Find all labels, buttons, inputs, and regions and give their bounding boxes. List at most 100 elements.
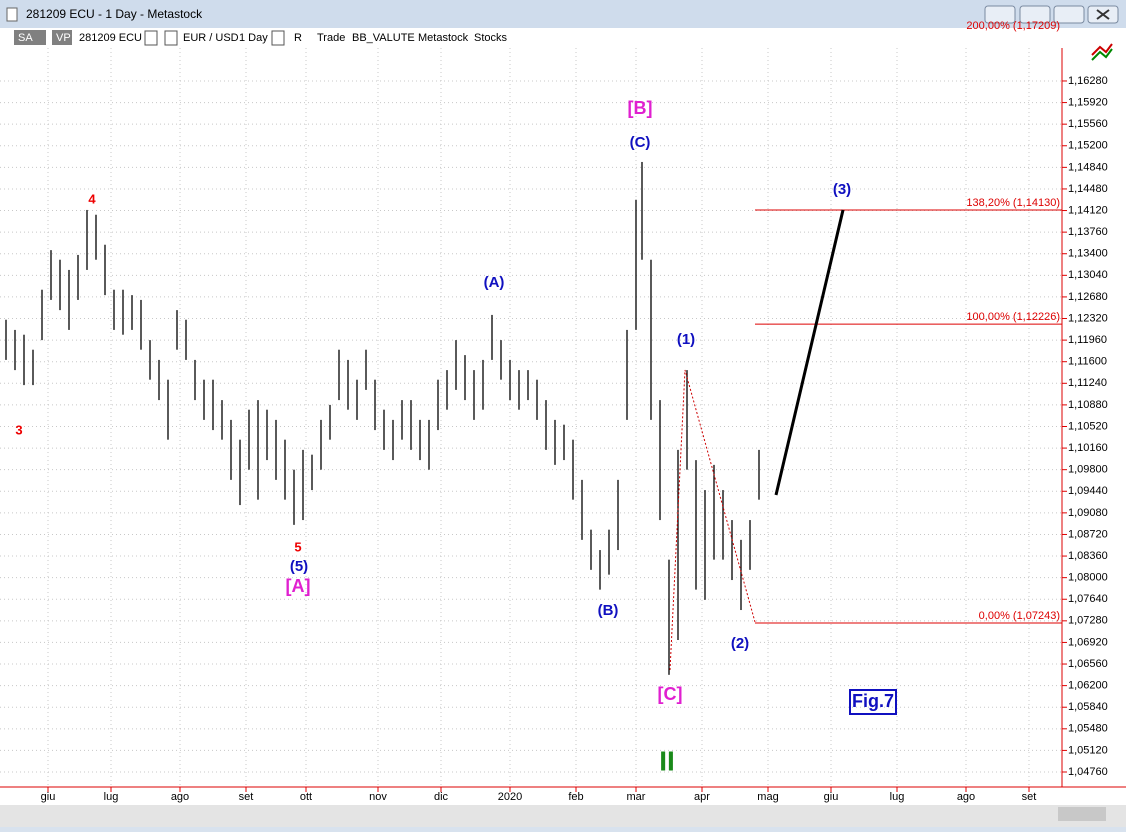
fib-label: 100,00% (1,12226): [966, 311, 1060, 323]
y-tick-label: 1,16280: [1068, 75, 1108, 87]
x-tick-label: ago: [957, 791, 975, 803]
window-title: 281209 ECU - 1 Day - Metastock: [26, 7, 203, 21]
x-tick-label: ago: [171, 791, 189, 803]
wave-label: (3): [833, 181, 851, 198]
toolbar-item: SA: [18, 32, 33, 44]
y-tick-label: 1,09800: [1068, 464, 1108, 476]
y-tick-label: 1,15920: [1068, 96, 1108, 108]
wave-label: (B): [598, 602, 619, 619]
x-tick-label: set: [239, 791, 254, 803]
wave-label: (C): [630, 134, 651, 151]
toolbar-item: R: [294, 32, 302, 44]
wave-label: (2): [731, 635, 749, 652]
y-tick-label: 1,05840: [1068, 701, 1108, 713]
wave-label: 4: [88, 191, 96, 206]
x-tick-label: feb: [568, 791, 583, 803]
y-tick-label: 1,09440: [1068, 485, 1108, 497]
wave-label: [A]: [286, 576, 311, 596]
x-tick-label: mag: [757, 791, 778, 803]
x-tick-label: 2020: [498, 791, 522, 803]
y-tick-label: 1,12680: [1068, 291, 1108, 303]
y-tick-label: 1,05480: [1068, 723, 1108, 735]
y-tick-label: 1,05120: [1068, 744, 1108, 756]
y-tick-label: 1,08720: [1068, 528, 1108, 540]
y-tick-label: 1,15200: [1068, 140, 1108, 152]
y-tick-label: 1,07640: [1068, 593, 1108, 605]
fib-label: 200,00% (1,17209): [966, 20, 1060, 32]
window-icon: [6, 7, 18, 22]
toolbar-item: VP: [56, 32, 71, 44]
y-tick-label: 1,13040: [1068, 269, 1108, 281]
y-tick-label: 1,09080: [1068, 507, 1108, 519]
x-tick-label: nov: [369, 791, 387, 803]
y-tick-label: 1,06920: [1068, 636, 1108, 648]
x-tick-label: lug: [104, 791, 119, 803]
wave-label: [C]: [658, 684, 683, 704]
fib-label: 0,00% (1,07243): [979, 610, 1060, 622]
y-tick-label: 1,04760: [1068, 766, 1108, 778]
toolbar-item: 1 Day: [239, 32, 268, 44]
toolbar-item: BB_VALUTE: [352, 32, 415, 44]
wave-label: (1): [677, 331, 695, 348]
toolbar-item: Metastock: [418, 32, 469, 44]
y-tick-label: 1,11240: [1068, 377, 1107, 389]
pair-dropdown[interactable]: [164, 30, 178, 46]
toolbar-item: Trade: [317, 32, 345, 44]
x-tick-label: apr: [694, 791, 710, 803]
y-tick-label: 1,06560: [1068, 658, 1108, 670]
wave-label: [B]: [628, 98, 653, 118]
plot-area: [0, 48, 1062, 787]
y-tick-label: 1,06200: [1068, 680, 1108, 692]
y-tick-label: 1,15560: [1068, 118, 1108, 130]
wave-label: II: [659, 745, 675, 776]
y-tick-label: 1,07280: [1068, 615, 1108, 627]
title-bar: [0, 0, 1126, 28]
restore-button[interactable]: [984, 5, 1016, 24]
symbol-dropdown[interactable]: [144, 30, 158, 46]
time-axis-area: [0, 787, 1126, 805]
chart-icon: [1091, 48, 1113, 61]
toolbar-item: 281209 ECU: [79, 32, 142, 44]
price-axis-area: [1062, 48, 1126, 787]
y-tick-label: 1,08000: [1068, 572, 1108, 584]
y-tick-label: 1,13760: [1068, 226, 1108, 238]
scroll-thumb[interactable]: [1058, 807, 1106, 821]
y-tick-label: 1,12320: [1068, 312, 1108, 324]
wave-label: (5): [290, 558, 308, 575]
wave-label: 3: [15, 422, 22, 437]
y-tick-label: 1,11600: [1068, 356, 1107, 368]
x-tick-label: set: [1022, 791, 1037, 803]
y-tick-label: 1,14840: [1068, 161, 1108, 173]
y-tick-label: 1,13400: [1068, 248, 1108, 260]
maximize-button[interactable]: [1053, 5, 1085, 24]
fib-label: 138,20% (1,14130): [966, 197, 1060, 209]
projection-line: [774, 209, 845, 496]
figure-box: [849, 689, 897, 715]
sa-button[interactable]: [14, 30, 46, 45]
x-tick-label: ott: [300, 791, 312, 803]
close-icon: [1096, 9, 1110, 20]
toolbar: [0, 28, 1126, 48]
y-tick-label: 1,10520: [1068, 420, 1108, 432]
toolbar-item: Stocks: [474, 32, 508, 44]
scrollbar[interactable]: [0, 805, 1126, 827]
y-tick-label: 1,14120: [1068, 204, 1108, 216]
minimize-button[interactable]: [1019, 5, 1051, 24]
chart-icon: [1091, 43, 1113, 56]
window-buttons[interactable]: [984, 5, 1119, 24]
vp-button[interactable]: [52, 30, 72, 45]
y-tick-label: 1,08360: [1068, 550, 1108, 562]
period-dropdown[interactable]: [271, 30, 285, 46]
toolbar-item: EUR / USD: [183, 32, 239, 44]
fib-tool-line: [669, 369, 756, 671]
x-tick-label: lug: [890, 791, 905, 803]
x-tick-label: mar: [627, 791, 646, 803]
x-tick-label: giu: [41, 791, 56, 803]
x-tick-label: dic: [434, 791, 449, 803]
y-tick-label: 1,11960: [1068, 334, 1107, 346]
wave-label: Fig.7: [852, 691, 894, 711]
y-tick-label: 1,14480: [1068, 183, 1108, 195]
wave-label: 5: [294, 539, 301, 554]
